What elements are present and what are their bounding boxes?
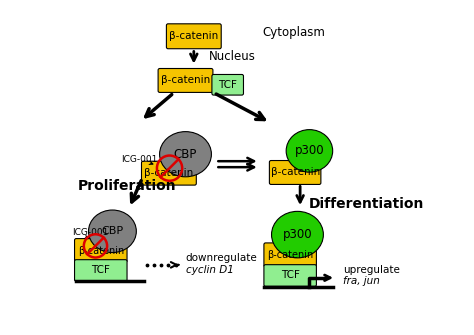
- Text: CBP: CBP: [174, 148, 197, 161]
- Text: downregulate: downregulate: [185, 253, 257, 263]
- Text: Nucleus: Nucleus: [209, 50, 255, 63]
- Text: TCF: TCF: [218, 80, 237, 90]
- Text: CBP: CBP: [101, 226, 124, 236]
- Ellipse shape: [160, 132, 211, 177]
- FancyBboxPatch shape: [269, 160, 321, 185]
- FancyBboxPatch shape: [74, 260, 127, 281]
- Text: TCF: TCF: [91, 266, 110, 275]
- Ellipse shape: [286, 130, 333, 172]
- Text: β-catenin: β-catenin: [267, 250, 313, 260]
- Text: ICG-001: ICG-001: [121, 155, 157, 164]
- Text: β-catenin: β-catenin: [161, 75, 210, 85]
- Text: β-catenin: β-catenin: [271, 168, 320, 178]
- FancyBboxPatch shape: [212, 74, 244, 95]
- Text: upregulate: upregulate: [343, 265, 400, 275]
- Text: Proliferation: Proliferation: [78, 179, 176, 193]
- Text: p300: p300: [283, 228, 312, 241]
- Text: Cytoplasm: Cytoplasm: [262, 26, 325, 40]
- Text: p300: p300: [295, 144, 324, 157]
- Text: TCF: TCF: [281, 270, 300, 280]
- Text: β-catenin: β-catenin: [169, 31, 219, 41]
- FancyBboxPatch shape: [158, 68, 213, 92]
- Text: β-catenin: β-catenin: [78, 246, 124, 256]
- Text: Differentiation: Differentiation: [309, 197, 424, 211]
- FancyBboxPatch shape: [166, 24, 221, 49]
- Text: ICG-001: ICG-001: [72, 228, 108, 237]
- FancyBboxPatch shape: [141, 161, 196, 185]
- FancyBboxPatch shape: [264, 265, 317, 286]
- Ellipse shape: [272, 211, 323, 258]
- Ellipse shape: [89, 210, 137, 253]
- FancyBboxPatch shape: [264, 243, 317, 267]
- Text: β-catenin: β-catenin: [144, 168, 193, 178]
- Text: fra, jun: fra, jun: [343, 276, 380, 286]
- Text: cyclin D1: cyclin D1: [185, 265, 233, 275]
- FancyBboxPatch shape: [74, 239, 127, 263]
